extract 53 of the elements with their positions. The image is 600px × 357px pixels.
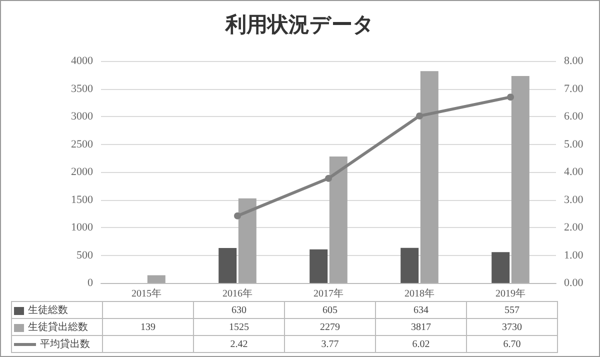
- data-label: 634: [376, 302, 466, 318]
- point: [416, 112, 423, 120]
- x-tick-label: 2017年: [314, 288, 344, 300]
- y-tick-label: 500: [76, 249, 94, 262]
- bar: [511, 76, 530, 283]
- bar: [420, 71, 438, 283]
- point: [234, 212, 241, 220]
- data-label: 2.42: [194, 336, 284, 352]
- y2-tick-label: 2.00: [564, 222, 584, 234]
- data-label: 6.02: [376, 336, 466, 352]
- point: [507, 94, 514, 101]
- y2-tick-label: 4.00: [564, 166, 584, 178]
- y-tick-label: 1000: [71, 222, 94, 234]
- bar: [238, 198, 256, 283]
- data-label: 2279: [284, 318, 376, 336]
- y-tick-label: 4000: [71, 55, 94, 67]
- x-tick-label: 2019年: [496, 288, 526, 300]
- bar: [492, 252, 510, 283]
- chart-title: 利用状況データ: [224, 12, 374, 36]
- bar: [329, 156, 348, 283]
- y-tick-label: 3000: [71, 110, 94, 122]
- y-tick-label: 0: [88, 277, 94, 289]
- y-tick-label: 3500: [71, 82, 94, 95]
- bar: [310, 249, 328, 283]
- y2-tick-label: 6.00: [564, 110, 584, 122]
- y2-tick-label: 0.00: [564, 277, 584, 289]
- data-label: 3730: [466, 318, 558, 336]
- y2-tick-label: 1.00: [564, 249, 584, 262]
- legend-label: 生徒貸出総数: [28, 322, 88, 333]
- point: [325, 174, 332, 182]
- y2-tick-label: 5.00: [564, 138, 584, 150]
- x-tick-label: 2018年: [404, 288, 434, 300]
- legend-label: 生徒総数: [28, 305, 68, 316]
- x-tick-label: 2015年: [132, 288, 162, 300]
- data-label: 630: [194, 302, 284, 318]
- data-label: 3.77: [284, 336, 376, 352]
- y2-tick-label: 8.00: [564, 55, 584, 67]
- data-label: 605: [284, 302, 376, 318]
- y-tick-label: 1500: [71, 194, 94, 206]
- bar: [400, 248, 419, 283]
- data-label: 139: [102, 318, 194, 336]
- y2-tick-label: 3.00: [564, 194, 584, 206]
- data-label: 557: [466, 302, 558, 318]
- data-label: 1525: [194, 318, 284, 336]
- bar: [147, 275, 166, 283]
- y2-tick-label: 7.00: [564, 82, 584, 95]
- data-label: 3817: [376, 318, 466, 336]
- x-tick-label: 2016年: [222, 288, 252, 300]
- y-tick-label: 2000: [71, 166, 94, 178]
- bar: [218, 248, 237, 283]
- y-tick-label: 2500: [71, 138, 94, 150]
- legend-label: 平均貸出数: [40, 339, 90, 350]
- data-label: 6.70: [466, 336, 558, 352]
